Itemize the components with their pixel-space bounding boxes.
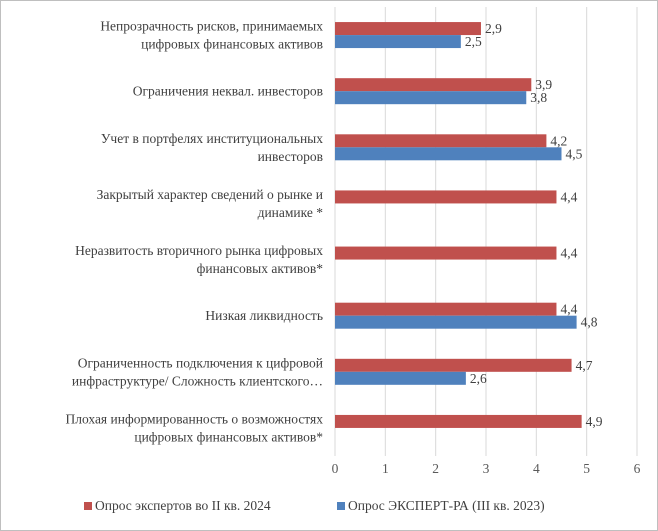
data-label: 4,2 xyxy=(550,133,567,148)
bar xyxy=(335,147,562,161)
x-tick-label: 1 xyxy=(382,461,389,476)
data-label: 2,9 xyxy=(485,21,502,36)
axis-layer: 0 1 2 3 4 5 6 xyxy=(332,461,641,476)
category-label: Низкая ликвидность xyxy=(205,308,323,323)
category-label: Учет в портфелях институциональных xyxy=(101,131,323,146)
bar xyxy=(335,22,481,36)
legend-swatch xyxy=(84,502,92,510)
category-label: Неразвитость вторичного рынка цифровых xyxy=(75,243,323,258)
category-label: Закрытый характер сведений о рынке и xyxy=(97,187,323,202)
bar xyxy=(335,35,461,49)
bar xyxy=(335,134,547,148)
bar xyxy=(335,358,572,372)
bar xyxy=(335,78,532,92)
category-label: цифровых финансовых активов xyxy=(141,37,323,52)
bar xyxy=(335,414,582,428)
x-tick-label: 0 xyxy=(332,461,339,476)
data-label: 4,9 xyxy=(586,414,603,429)
x-tick-label: 5 xyxy=(583,461,590,476)
data-label: 4,4 xyxy=(560,246,577,261)
category-label: Непрозрачность рисков, принимаемых xyxy=(100,19,323,34)
bar xyxy=(335,371,466,385)
bar xyxy=(335,91,527,105)
legend-layer: Опрос экспертов во II кв. 2024 Опрос ЭКСП… xyxy=(84,498,545,513)
label-layer: Непрозрачность рисков, принимаемых цифров… xyxy=(65,19,602,445)
grid-layer xyxy=(334,7,638,456)
x-tick-label: 2 xyxy=(432,461,439,476)
category-label: Ограничения неквал. инвесторов xyxy=(133,84,323,99)
data-label: 4,5 xyxy=(566,146,583,161)
category-label: цифровых финансовых активов* xyxy=(134,429,323,444)
data-label: 4,7 xyxy=(576,358,593,373)
bar xyxy=(335,190,557,204)
category-label: Плохая информированность о возможностях xyxy=(65,411,323,426)
bar xyxy=(335,302,557,316)
bar xyxy=(335,246,557,260)
data-label: 2,6 xyxy=(470,371,487,386)
legend-label: Опрос экспертов во II кв. 2024 xyxy=(95,498,271,513)
legend-swatch xyxy=(337,502,345,510)
x-tick-label: 6 xyxy=(634,461,641,476)
x-tick-label: 4 xyxy=(533,461,540,476)
bar xyxy=(335,315,577,329)
data-label: 2,5 xyxy=(465,34,482,49)
data-label: 3,9 xyxy=(535,77,552,92)
bar-layer xyxy=(335,22,582,428)
legend-label: Опрос ЭКСПЕРТ-РА (III кв. 2023) xyxy=(348,498,545,513)
category-label: динамике * xyxy=(258,205,324,220)
category-label: Ограниченность подключения к цифровой xyxy=(78,355,323,370)
category-label: инфраструктуре/ Сложность клиентского… xyxy=(72,373,323,388)
category-label: инвесторов xyxy=(258,149,323,164)
x-tick-label: 3 xyxy=(483,461,490,476)
data-label: 4,8 xyxy=(581,315,598,330)
data-label: 3,8 xyxy=(530,90,547,105)
data-label: 4,4 xyxy=(560,189,577,204)
category-label: финансовых активов* xyxy=(197,261,324,276)
data-label: 4,4 xyxy=(560,302,577,317)
